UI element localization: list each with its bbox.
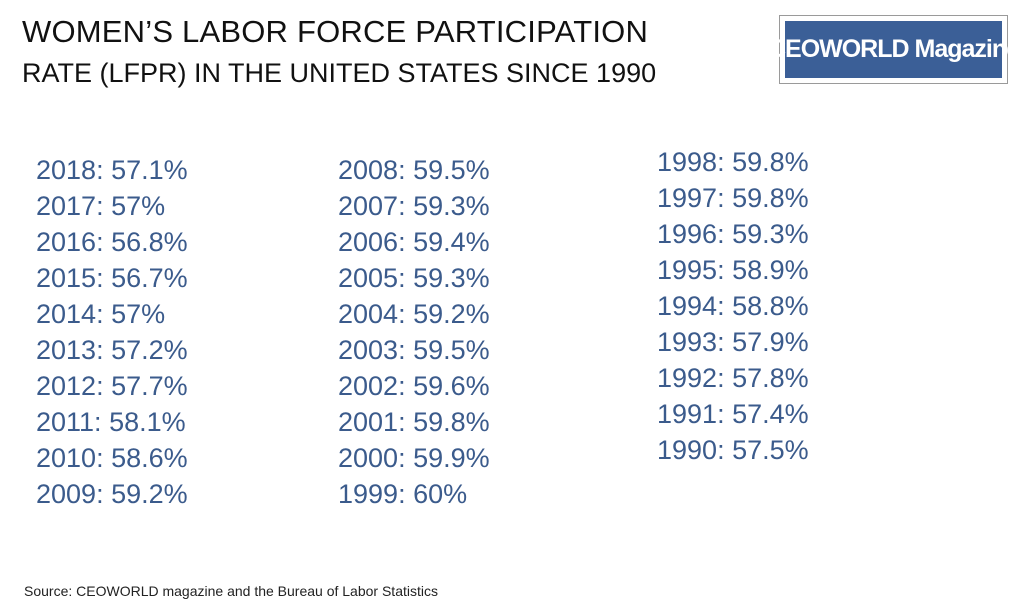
entry: 2016: 56.8% bbox=[36, 227, 188, 257]
entry: 1995: 58.9% bbox=[657, 255, 809, 285]
entry: 1991: 57.4% bbox=[657, 399, 809, 429]
entry: 2017: 57% bbox=[36, 191, 166, 221]
entry: 2009: 59.2% bbox=[36, 479, 188, 509]
entry: 2001: 59.8% bbox=[338, 407, 490, 437]
entry: 1999: 60% bbox=[338, 479, 468, 509]
entry: 2005: 59.3% bbox=[338, 263, 490, 293]
entry: 2007: 59.3% bbox=[338, 191, 490, 221]
entry: 2002: 59.6% bbox=[338, 371, 490, 401]
entry: 2013: 57.2% bbox=[36, 335, 188, 365]
entry: 1990: 57.5% bbox=[657, 435, 809, 465]
entry: 2012: 57.7% bbox=[36, 371, 188, 401]
entry: 2006: 59.4% bbox=[338, 227, 490, 257]
logo-text: CEOWORLD Magazine bbox=[768, 21, 1020, 78]
entry: 2018: 57.1% bbox=[36, 155, 188, 185]
entry: 2000: 59.9% bbox=[338, 443, 490, 473]
entry: 2008: 59.5% bbox=[338, 155, 490, 185]
entry: 1994: 58.8% bbox=[657, 291, 809, 321]
title: WOMEN’S LABOR FORCE PARTICIPATION bbox=[22, 14, 649, 49]
entry: 1997: 59.8% bbox=[657, 183, 809, 213]
entry: 1996: 59.3% bbox=[657, 219, 809, 249]
subtitle: RATE (LFPR) IN THE UNITED STATES SINCE 1… bbox=[22, 58, 657, 88]
entry: 1993: 57.9% bbox=[657, 327, 809, 357]
entry: 2015: 56.7% bbox=[36, 263, 188, 293]
entry: 2011: 58.1% bbox=[36, 407, 186, 437]
logo: CEOWORLD Magazine bbox=[768, 15, 1020, 84]
source: Source: CEOWORLD magazine and the Bureau… bbox=[24, 583, 438, 599]
entry: 2014: 57% bbox=[36, 299, 166, 329]
entry: 2004: 59.2% bbox=[338, 299, 490, 329]
entry: 2010: 58.6% bbox=[36, 443, 188, 473]
entry: 2003: 59.5% bbox=[338, 335, 490, 365]
entry: 1998: 59.8% bbox=[657, 147, 809, 177]
entry: 1992: 57.8% bbox=[657, 363, 809, 393]
